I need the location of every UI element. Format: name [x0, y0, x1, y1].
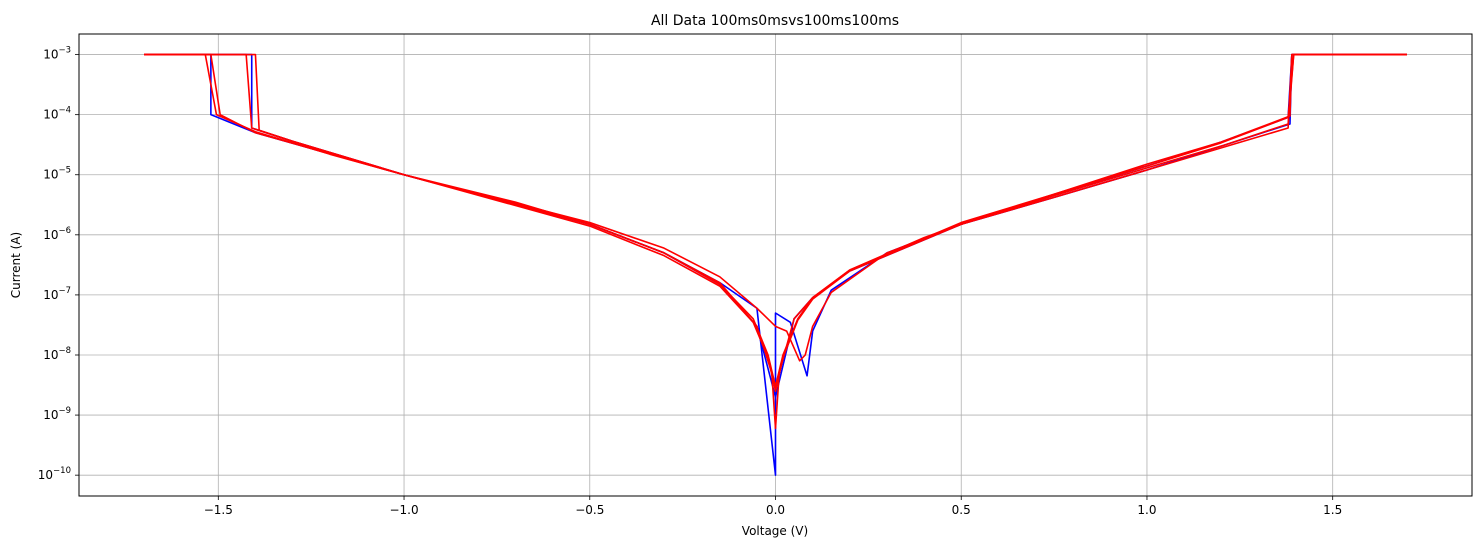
- x-tick-label: −1.5: [204, 503, 233, 517]
- x-tick-label: 1.0: [1137, 503, 1156, 517]
- series-line-4: [144, 53, 1407, 392]
- y-tick-label: 10−9: [43, 406, 71, 422]
- x-tick-label: −1.0: [389, 503, 418, 517]
- x-tick-label: 0.0: [766, 503, 785, 517]
- y-axis: 10−10 10−9 10−8 10−7 10−6 10−5 10−4 10−3: [38, 46, 79, 482]
- y-tick-label: 10−7: [43, 286, 71, 302]
- y-tick-label: 10−4: [43, 106, 71, 122]
- x-tick-label: 0.5: [952, 503, 971, 517]
- y-tick-label: 10−3: [43, 46, 71, 62]
- chart-title: All Data 100ms0msvs100ms100ms: [651, 13, 899, 29]
- x-axis-label: Voltage (V): [742, 524, 808, 538]
- y-tick-label: 10−8: [43, 346, 71, 362]
- x-axis: −1.5 −1.0 −0.5 0.0 0.5 1.0 1.5: [204, 496, 1342, 517]
- x-tick-label: −0.5: [575, 503, 604, 517]
- y-tick-label: 10−5: [43, 166, 71, 182]
- series-group: [144, 53, 1407, 476]
- y-tick-label: 10−6: [43, 226, 71, 242]
- y-tick-label: 10−10: [38, 466, 71, 482]
- y-axis-label: Current (A): [9, 232, 23, 298]
- series-line-6: [144, 53, 1407, 430]
- grid: [79, 34, 1472, 496]
- x-tick-label: 1.5: [1323, 503, 1342, 517]
